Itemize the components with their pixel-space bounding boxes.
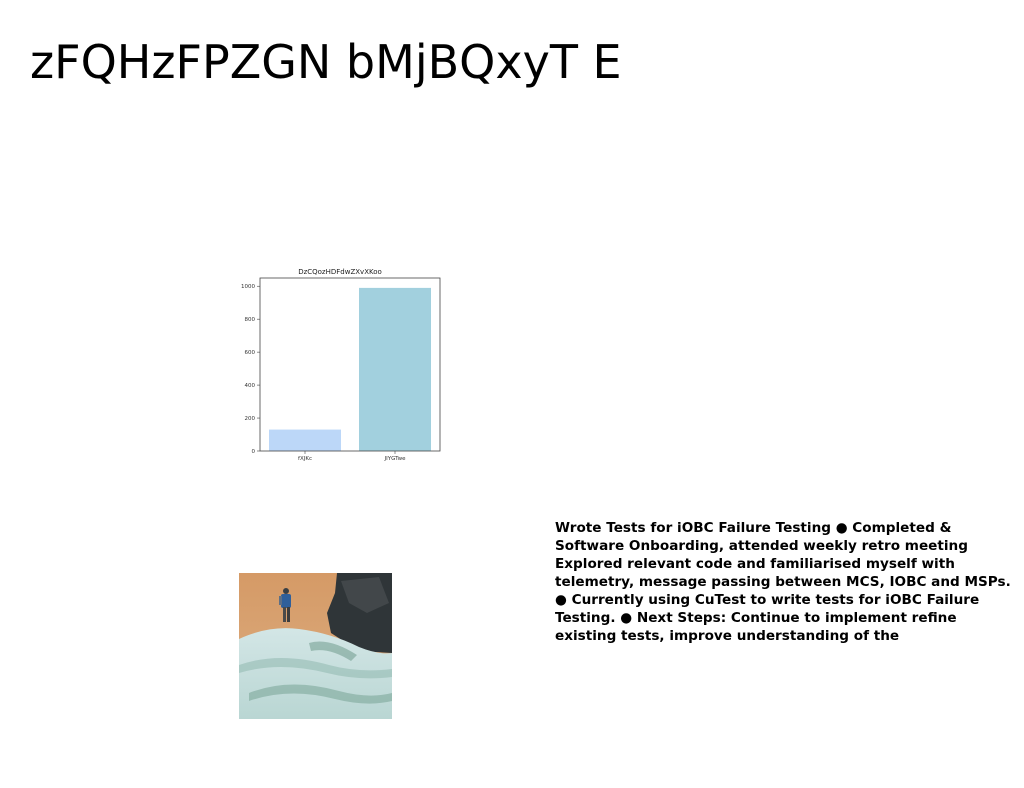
hiker-photo [239,573,392,719]
snow-ridge [249,684,392,704]
bar-JIYGTwe [359,287,431,451]
rock-shadow [341,577,389,613]
y-tick-label: 200 [245,416,256,422]
snow-ridge [309,641,357,661]
plot-frame [259,277,441,452]
y-tick-label: 1000 [241,284,255,290]
x-tick-label: fXJKc [298,456,312,462]
hiker-figure [279,588,291,622]
snow-ridge [239,658,392,679]
y-tick-label: 0 [252,449,256,455]
bars [269,287,431,451]
chart-title: DzCQozHDFdwZXvXKoo [298,268,382,276]
bar-fXJKc [269,429,341,451]
bar-chart: DzCQozHDFdwZXvXKoo 0 200 400 600 800 1000 fXJ… [238,262,448,466]
slide-notes-text: Wrote Tests for iOBC Failure Testing ● C… [555,520,1011,644]
y-axis: 0 200 400 600 800 1000 [241,284,260,455]
x-tick-label: JIYGTwe [383,456,406,462]
y-tick-label: 600 [245,350,256,356]
x-axis: fXJKc JIYGTwe [298,451,406,462]
y-tick-label: 800 [245,317,256,323]
y-tick-label: 400 [245,383,256,389]
slide-title: zFQHzFPZGN bMjBQxyT E [30,35,622,89]
